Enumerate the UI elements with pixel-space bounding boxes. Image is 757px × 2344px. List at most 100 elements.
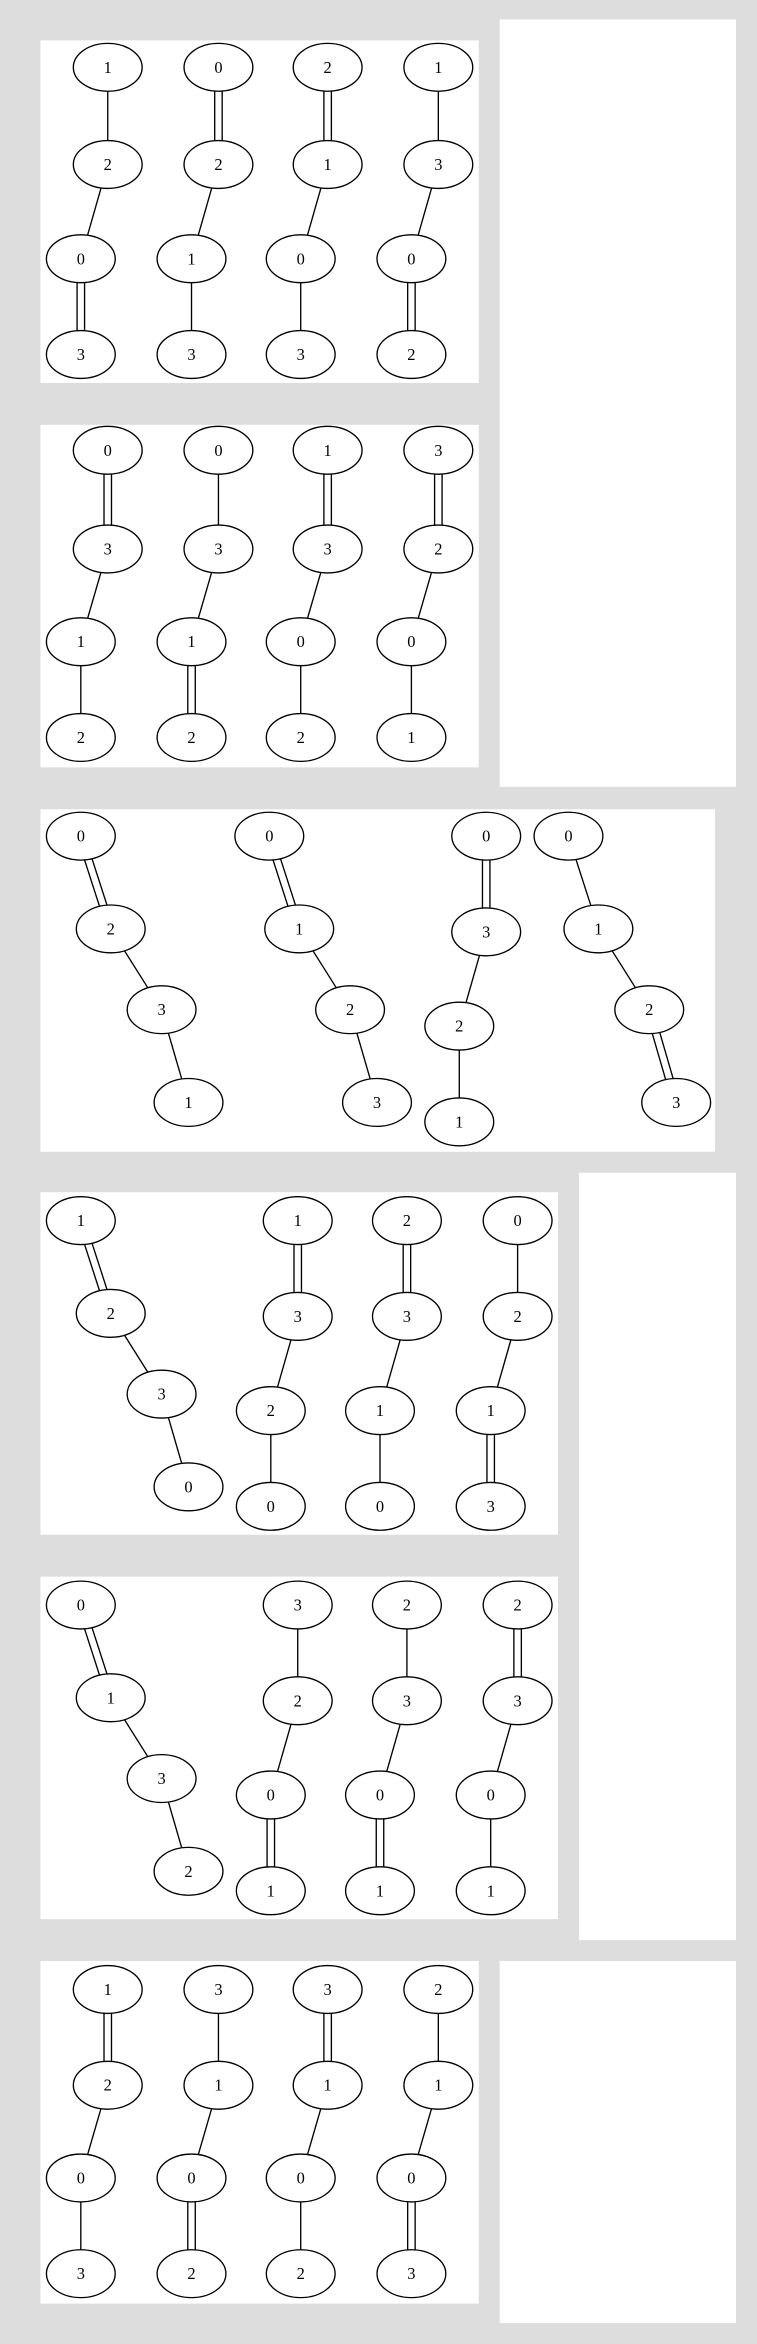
- node: [75, 1288, 146, 1338]
- node: [341, 1077, 413, 1128]
- node-label: 3: [297, 345, 305, 364]
- node-label: 1: [487, 1881, 495, 1900]
- node-label: 2: [104, 155, 112, 174]
- node: [183, 425, 254, 475]
- node: [234, 811, 305, 861]
- node: [292, 42, 363, 92]
- node: [262, 1196, 333, 1246]
- node-label: 2: [346, 1000, 354, 1019]
- node: [126, 1369, 197, 1419]
- node-label: 2: [434, 1980, 442, 1999]
- node-label: 3: [514, 1691, 522, 1710]
- node-label: 1: [104, 58, 112, 77]
- node-label: 2: [403, 1211, 411, 1230]
- node: [45, 811, 116, 861]
- node: [265, 234, 336, 284]
- node: [344, 1866, 416, 1916]
- node-label: 3: [77, 2264, 85, 2283]
- node: [451, 811, 522, 861]
- node: [72, 425, 143, 475]
- node-label: 1: [187, 249, 195, 268]
- node-label: 3: [403, 1691, 411, 1710]
- node: [455, 1770, 526, 1820]
- empty-area: [578, 1172, 737, 1941]
- node-label: 2: [294, 1691, 302, 1710]
- node: [344, 1481, 416, 1531]
- node-label: 2: [214, 155, 222, 174]
- node: [156, 2153, 227, 2203]
- node-label: 2: [104, 2076, 112, 2095]
- node-label: 2: [107, 1304, 115, 1323]
- node: [156, 2249, 227, 2299]
- node: [264, 904, 335, 954]
- node-label: 1: [434, 2076, 442, 2095]
- node: [183, 1964, 254, 2015]
- node-label: 2: [107, 919, 115, 938]
- node: [72, 139, 143, 190]
- node-label: 3: [214, 1980, 222, 1999]
- node-label: 1: [104, 1980, 112, 1999]
- node: [371, 1291, 442, 1341]
- node-label: 1: [594, 919, 602, 938]
- node: [156, 234, 227, 284]
- node: [292, 2060, 363, 2110]
- node-label: 1: [184, 1093, 192, 1112]
- node-label: 2: [514, 1307, 522, 1326]
- panel: [40, 1192, 559, 1535]
- node: [376, 329, 447, 380]
- node-label: 1: [295, 919, 303, 938]
- node: [72, 524, 143, 574]
- node-label: 3: [324, 539, 332, 558]
- node-label: 2: [645, 1000, 653, 1019]
- node-label: 3: [373, 1093, 381, 1112]
- node: [153, 1462, 224, 1512]
- node-label: 2: [184, 1862, 192, 1881]
- node: [45, 234, 116, 284]
- node: [265, 2153, 336, 2203]
- node: [235, 1770, 306, 1820]
- node-label: 1: [214, 2076, 222, 2095]
- node-label: 2: [407, 345, 415, 364]
- node-label: 0: [407, 2168, 415, 2187]
- node: [482, 1196, 553, 1246]
- node: [75, 904, 146, 954]
- node: [262, 1580, 333, 1630]
- node: [533, 811, 604, 861]
- node-label: 1: [324, 155, 332, 174]
- node: [45, 2249, 116, 2299]
- node-label: 1: [434, 58, 442, 77]
- node: [183, 42, 254, 92]
- node-label: 1: [407, 728, 415, 747]
- node-label: 0: [482, 827, 490, 846]
- node: [403, 139, 474, 190]
- node-label: 0: [104, 441, 112, 460]
- node-label: 0: [77, 249, 85, 268]
- node-label: 0: [214, 441, 222, 460]
- node-label: 0: [297, 249, 305, 268]
- node-label: 3: [434, 441, 442, 460]
- node: [126, 985, 197, 1035]
- node-label: 1: [107, 1688, 115, 1707]
- node-label: 0: [184, 1477, 192, 1496]
- node: [45, 1196, 116, 1246]
- node-label: 1: [187, 632, 195, 651]
- node: [424, 1097, 495, 1147]
- node: [265, 617, 336, 667]
- node: [376, 2153, 447, 2203]
- node-label: 3: [672, 1093, 680, 1112]
- node-label: 0: [407, 249, 415, 268]
- node: [265, 712, 336, 763]
- node: [183, 139, 254, 190]
- node-label: 0: [297, 2168, 305, 2187]
- node-label: 1: [487, 1401, 495, 1420]
- node: [72, 42, 143, 92]
- node-label: 1: [376, 1881, 384, 1900]
- node-label: 1: [324, 441, 332, 460]
- node: [292, 1964, 363, 2015]
- node: [235, 1866, 306, 1916]
- node: [183, 524, 254, 574]
- node-label: 2: [514, 1596, 522, 1615]
- node: [344, 1770, 416, 1820]
- node: [403, 425, 474, 475]
